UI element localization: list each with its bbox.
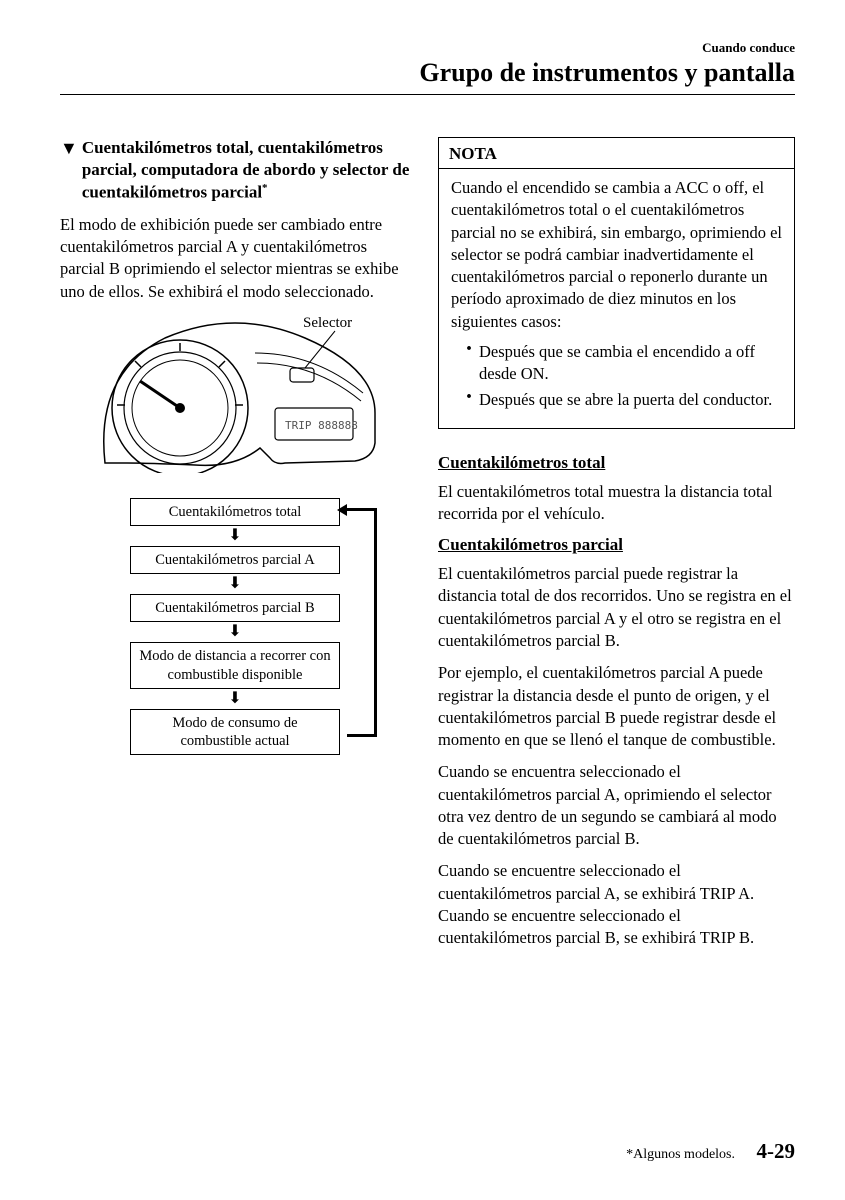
triangle-down-icon: ▼ <box>60 139 78 157</box>
nota-text: Cuando el encendido se cambia a ACC o of… <box>451 178 782 331</box>
gauge-svg: TRIP 888888 <box>85 313 385 473</box>
subheading-parcial: Cuentakilómetros parcial <box>438 535 795 555</box>
page-number: 4-29 <box>757 1139 796 1163</box>
selector-label: Selector <box>303 315 352 332</box>
intro-paragraph: El modo de exhibición puede ser cambiado… <box>60 214 410 303</box>
header-title: Grupo de instrumentos y pantalla <box>60 58 795 88</box>
flow-box-5: Modo de consumo de combustible actual <box>130 709 340 755</box>
nota-bullet-1: Después que se cambia el encendido a off… <box>465 341 782 386</box>
parcial-p1: El cuentakilómetros parcial puede regist… <box>438 563 795 652</box>
section-heading: ▼ Cuentakilómetros total, cuentakilómetr… <box>60 137 410 204</box>
content-columns: ▼ Cuentakilómetros total, cuentakilómetr… <box>60 137 795 959</box>
flow-box-1: Cuentakilómetros total <box>130 498 340 526</box>
svg-text:TRIP 888888: TRIP 888888 <box>285 419 358 432</box>
nota-bullet-2: Después que se abre la puerta del conduc… <box>465 389 782 411</box>
header-rule <box>60 94 795 95</box>
parcial-p3: Cuando se encuentra seleccionado el cuen… <box>438 761 795 850</box>
gauge-diagram: TRIP 888888 Selector <box>85 313 385 478</box>
flow-box-4: Modo de distancia a recorrer con combust… <box>130 642 340 688</box>
page-header: Cuando conduce Grupo de instrumentos y p… <box>60 40 795 95</box>
arrow-down-icon: ⬇ <box>85 624 385 640</box>
parcial-p4: Cuando se encuentre seleccionado el cuen… <box>438 860 795 949</box>
nota-title: NOTA <box>439 138 794 169</box>
nota-box: NOTA Cuando el encendido se cambia a ACC… <box>438 137 795 429</box>
subheading-total: Cuentakilómetros total <box>438 453 795 473</box>
left-column: ▼ Cuentakilómetros total, cuentakilómetr… <box>60 137 410 959</box>
page-footer: *Algunos modelos. 4-29 <box>626 1139 795 1164</box>
nota-list: Después que se cambia el encendido a off… <box>451 341 782 412</box>
heading-text: Cuentakilómetros total, cuentakilómetros… <box>82 137 410 204</box>
heading-main: Cuentakilómetros total, cuentakilómetros… <box>82 138 410 202</box>
nota-body: Cuando el encendido se cambia a ACC o of… <box>439 169 794 428</box>
flowchart: Cuentakilómetros total ⬇ Cuentakilómetro… <box>85 498 385 755</box>
arrow-down-icon: ⬇ <box>85 691 385 707</box>
flow-return-arrow <box>347 508 377 737</box>
arrow-down-icon: ⬇ <box>85 576 385 592</box>
footnote-text: Algunos modelos. <box>633 1147 735 1162</box>
heading-asterisk: * <box>262 182 268 194</box>
arrow-down-icon: ⬇ <box>85 528 385 544</box>
flow-box-2: Cuentakilómetros parcial A <box>130 546 340 574</box>
parcial-p2: Por ejemplo, el cuentakilómetros parcial… <box>438 662 795 751</box>
total-body: El cuentakilómetros total muestra la dis… <box>438 481 795 526</box>
right-column: NOTA Cuando el encendido se cambia a ACC… <box>438 137 795 959</box>
header-pretitle: Cuando conduce <box>60 40 795 56</box>
flow-box-3: Cuentakilómetros parcial B <box>130 594 340 622</box>
